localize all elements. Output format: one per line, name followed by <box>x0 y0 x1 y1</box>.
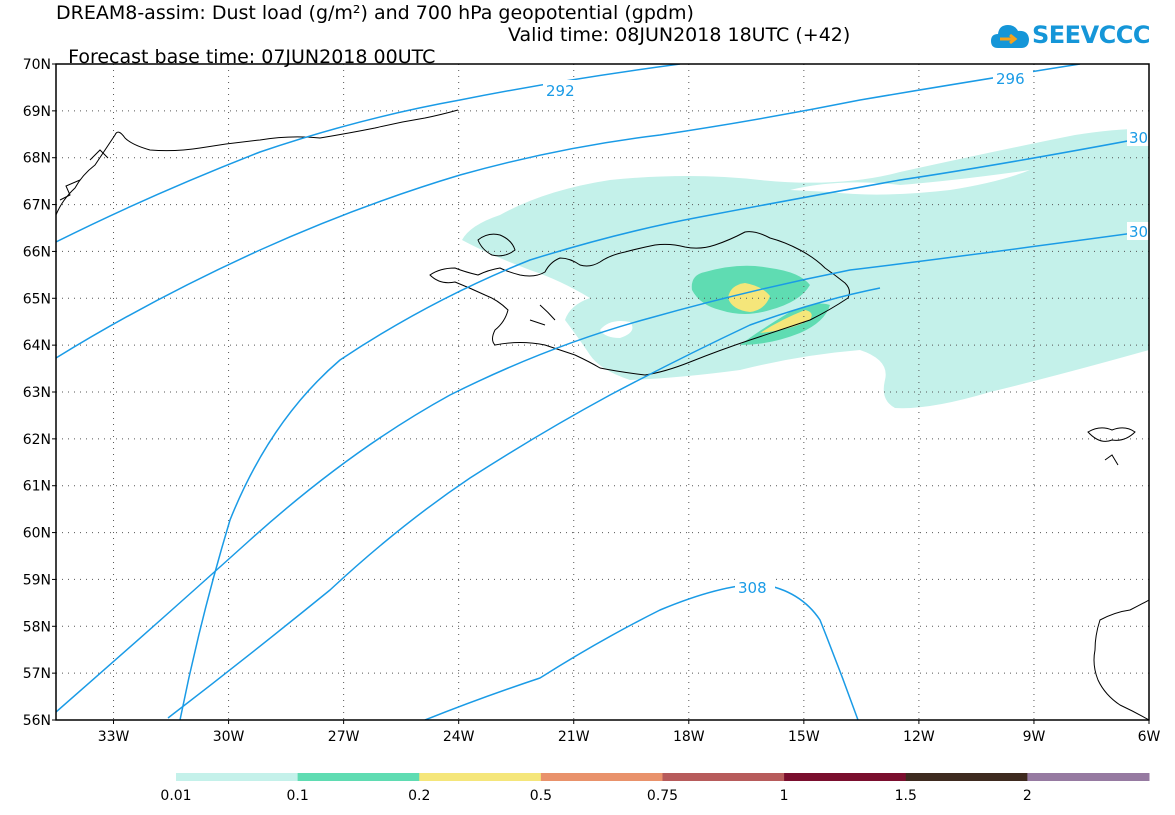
colorbar-swatch <box>540 773 663 781</box>
contour-label: 296 <box>996 70 1025 88</box>
lon-label: 18W <box>673 729 705 745</box>
lat-label: 59N <box>23 572 51 588</box>
lat-label: 62N <box>23 432 51 448</box>
valid-time: Valid time: 08JUN2018 18UTC (+42) <box>508 24 851 46</box>
lat-label: 70N <box>23 57 51 73</box>
lon-label: 6W <box>1138 729 1161 745</box>
map-title: DREAM8-assim: Dust load (g/m²) and 700 h… <box>56 2 694 24</box>
dust-area-02 <box>760 310 812 333</box>
longitude-labels: 33W 30W 27W 24W 21W 18W 15W 12W 9W 6W <box>98 720 1161 745</box>
lon-label: 12W <box>903 729 935 745</box>
colorbar-swatch <box>419 773 542 781</box>
contour-line <box>167 287 881 719</box>
colorbar-label: 2 <box>1023 788 1032 804</box>
coastline <box>56 109 1149 720</box>
lat-label: 63N <box>23 385 51 401</box>
lat-label: 69N <box>23 104 51 120</box>
contour-label: 292 <box>546 82 575 100</box>
lat-label: 67N <box>23 198 51 214</box>
lat-label: 66N <box>23 244 51 260</box>
colorbar-swatch <box>662 773 785 781</box>
map-subtitle: Forecast base time: 07JUN2018 00UTC Valid… <box>56 24 850 68</box>
colorbar-label: 0.2 <box>408 788 430 804</box>
colorbar-swatch <box>784 773 907 781</box>
geopotential-contours <box>56 64 1149 720</box>
contour-line <box>56 230 1149 713</box>
lon-label: 24W <box>443 729 475 745</box>
lat-label: 64N <box>23 338 51 354</box>
latitude-labels: 70N 69N 68N 67N 66N 65N 64N 63N 62N 61N 60N 59N 58N 5… <box>23 57 56 729</box>
colorbar-label: 1.5 <box>895 788 917 804</box>
logo-text: SEEVCCC <box>1032 21 1151 49</box>
contour-line <box>56 64 1081 359</box>
lon-label: 21W <box>558 729 590 745</box>
lon-label: 15W <box>788 729 820 745</box>
grid <box>56 64 1149 720</box>
contour-label: 308 <box>738 579 767 597</box>
dust-area-001 <box>462 128 1149 409</box>
contour-labels: 292 296 30 30 308 <box>543 68 1149 597</box>
cloud-icon <box>991 25 1029 48</box>
colorbar-swatch <box>176 773 299 781</box>
contour-line <box>424 583 859 720</box>
forecast-base-time: Forecast base time: 07JUN2018 00UTC <box>68 46 436 68</box>
lat-label: 57N <box>23 666 51 682</box>
lat-label: 65N <box>23 291 51 307</box>
colorbar-swatch <box>1027 773 1150 781</box>
colorbar-swatch <box>297 773 420 781</box>
contour-label: 30 <box>1129 223 1148 241</box>
lon-label: 9W <box>1023 729 1046 745</box>
colorbar-label: 0.1 <box>286 788 308 804</box>
lat-label: 58N <box>23 619 51 635</box>
colorbar: 0.01 0.1 0.2 0.5 0.75 1 1.5 2 <box>160 773 1150 804</box>
lon-label: 27W <box>328 729 360 745</box>
lon-label: 33W <box>98 729 130 745</box>
colorbar-label: 0.01 <box>160 788 191 804</box>
contour-label: 30 <box>1129 129 1148 147</box>
lat-label: 61N <box>23 479 51 495</box>
colorbar-label: 1 <box>780 788 789 804</box>
colorbar-label: 0.75 <box>647 788 678 804</box>
lat-label: 60N <box>23 526 51 542</box>
lon-label: 30W <box>213 729 245 745</box>
colorbar-swatch <box>905 773 1028 781</box>
colorbar-label: 0.5 <box>530 788 552 804</box>
lat-label: 68N <box>23 151 51 167</box>
seevccc-logo: SEEVCCC <box>990 18 1151 58</box>
contour-line <box>179 136 1149 720</box>
lat-label: 56N <box>23 713 51 729</box>
